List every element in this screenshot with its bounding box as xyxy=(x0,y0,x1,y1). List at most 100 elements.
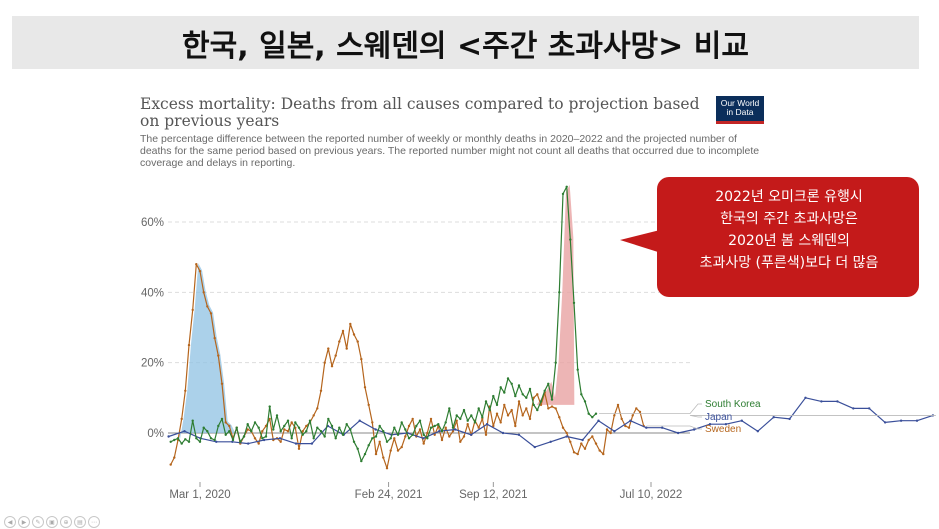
south-korea-point xyxy=(393,426,396,429)
japan-point xyxy=(724,423,728,426)
south-korea-point xyxy=(279,430,282,433)
south-korea-point xyxy=(528,387,532,391)
title-banner: 한국, 일본, 스웨덴의 <주간 초과사망> 비교 xyxy=(12,16,919,69)
south-korea-point xyxy=(301,433,304,436)
sweden-point xyxy=(297,447,301,450)
sweden-point xyxy=(580,442,583,445)
sweden-point xyxy=(385,467,389,470)
sweden-point xyxy=(569,440,572,443)
zoom-icon[interactable]: ⊕ xyxy=(60,516,72,528)
japan-point xyxy=(613,430,616,433)
sweden-point xyxy=(220,382,224,385)
south-korea-point xyxy=(426,437,429,440)
south-korea-point xyxy=(594,412,598,415)
owid-logo[interactable]: Our World in Data xyxy=(716,96,764,124)
south-korea-point xyxy=(561,192,565,196)
japan-point xyxy=(661,426,664,429)
south-korea-point xyxy=(404,428,407,431)
next-slide-icon[interactable]: ▶ xyxy=(18,516,30,528)
sweden-point xyxy=(638,410,642,414)
south-korea-point xyxy=(532,403,535,407)
prev-slide-icon[interactable]: ◀ xyxy=(4,516,16,528)
south-korea-point xyxy=(514,394,517,398)
south-korea-point xyxy=(316,426,319,429)
south-korea-point xyxy=(250,430,253,433)
sweden-line xyxy=(170,263,645,469)
south-korea-point xyxy=(264,435,268,438)
more-options-icon[interactable]: ⋯ xyxy=(88,516,100,528)
south-korea-legend-connector xyxy=(599,403,702,415)
south-korea-point xyxy=(217,424,220,428)
south-korea-point xyxy=(169,440,172,443)
sweden-point xyxy=(492,424,495,428)
south-korea-point xyxy=(338,426,341,429)
sweden-point xyxy=(426,431,429,435)
sweden-point xyxy=(301,430,304,433)
japan-point xyxy=(549,440,552,443)
sweden-point xyxy=(286,430,290,433)
south-korea-point xyxy=(257,426,260,429)
south-korea-point xyxy=(198,440,202,443)
japan-point xyxy=(533,445,536,449)
south-korea-point xyxy=(422,433,425,436)
sweden-point xyxy=(187,343,191,347)
sweden-point xyxy=(433,433,436,436)
subtitle-icon[interactable]: ▤ xyxy=(74,516,86,528)
sweden-point xyxy=(261,430,264,433)
south-korea-point xyxy=(202,426,205,429)
sweden-point xyxy=(279,440,282,443)
sweden-point xyxy=(444,426,447,429)
sweden-point xyxy=(257,442,260,445)
sweden-point xyxy=(323,361,326,364)
sweden-point xyxy=(209,312,213,315)
south-korea-point xyxy=(378,424,381,428)
sweden-point xyxy=(514,424,517,428)
japan-point xyxy=(167,435,170,438)
south-korea-point xyxy=(184,438,187,441)
south-korea-point xyxy=(495,403,499,407)
south-korea-point xyxy=(466,419,469,422)
sweden-point xyxy=(378,440,381,443)
callout-box xyxy=(657,177,919,297)
sweden-point xyxy=(191,308,194,312)
japan-point xyxy=(469,433,473,436)
y-tick-label: 60% xyxy=(141,217,164,229)
south-korea-point xyxy=(363,452,367,456)
sweden-point xyxy=(499,421,502,424)
south-korea-point xyxy=(473,421,477,424)
sweden-point xyxy=(506,414,510,417)
pen-icon[interactable]: ✎ xyxy=(32,516,44,528)
south-korea-point xyxy=(176,437,180,440)
chart-title: Excess mortality: Deaths from all causes… xyxy=(140,95,700,130)
sweden-point xyxy=(407,424,411,428)
sweden-point xyxy=(290,421,293,424)
japan-point xyxy=(645,426,648,429)
callout-layer xyxy=(620,177,919,297)
south-korea-point xyxy=(415,424,418,428)
sweden-point xyxy=(228,424,231,428)
sweden-point xyxy=(455,419,458,422)
sweden-point xyxy=(268,417,271,421)
sweden-point xyxy=(352,333,356,336)
sweden-point xyxy=(554,407,557,410)
sweden-point xyxy=(613,414,616,417)
japan-point xyxy=(247,442,250,445)
sweden-point xyxy=(195,263,198,266)
japan-point xyxy=(422,437,425,440)
south-korea-point xyxy=(305,430,308,433)
south-korea-point xyxy=(224,433,227,436)
south-korea-point xyxy=(499,386,502,389)
south-korea-point xyxy=(451,426,455,429)
japan-point xyxy=(708,423,712,426)
view-icon[interactable]: ▣ xyxy=(46,516,58,528)
sweden-point xyxy=(382,456,385,459)
sweden-point xyxy=(374,452,378,456)
chart-subtitle: The percentage difference between the re… xyxy=(140,133,760,169)
korea-2022-highlight xyxy=(536,184,575,405)
series-layer xyxy=(167,185,935,470)
sweden-point xyxy=(429,417,433,421)
south-korea-point xyxy=(506,377,510,380)
sweden-point xyxy=(598,449,601,452)
south-korea-point xyxy=(275,414,279,417)
